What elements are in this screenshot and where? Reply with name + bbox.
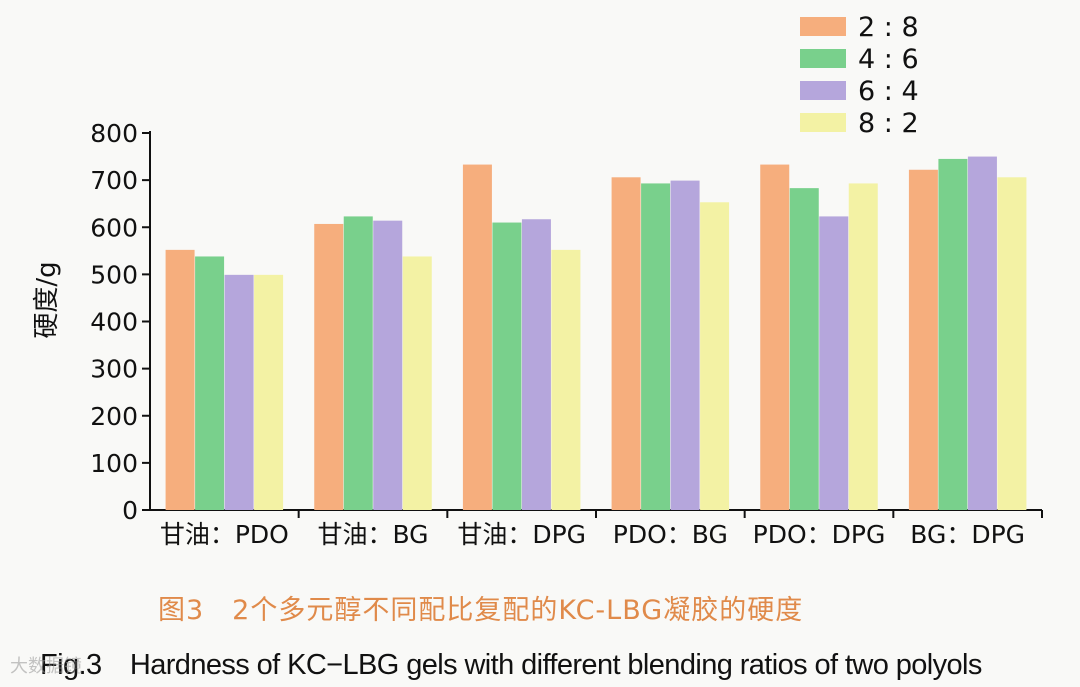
bar — [254, 274, 284, 510]
legend: 2 : 84 : 66 : 48 : 2 — [800, 12, 919, 139]
y-tick-label: 500 — [90, 260, 138, 289]
bar — [373, 220, 403, 510]
bar — [641, 183, 671, 510]
caption-chinese: 图3 2个多元醇不同配比复配的KC-LBG凝胶的硬度 — [158, 595, 804, 626]
bar — [224, 274, 254, 510]
y-tick-label: 700 — [90, 166, 138, 195]
y-tick-label: 800 — [90, 119, 138, 148]
bar — [760, 164, 790, 511]
bar — [789, 188, 819, 511]
y-tick-label: 0 — [122, 496, 138, 525]
bar — [611, 177, 641, 511]
x-tick-label: 甘油：PDO — [160, 520, 289, 549]
bar — [165, 249, 195, 510]
bar — [343, 216, 373, 510]
axes — [142, 131, 1043, 518]
bar — [967, 156, 997, 510]
legend-swatch — [800, 113, 846, 132]
bar — [551, 249, 581, 510]
bar — [195, 256, 225, 510]
bar — [848, 183, 878, 510]
legend-label: 2 : 8 — [858, 12, 919, 43]
bar — [462, 164, 492, 511]
x-tick-label: 甘油：DPG — [457, 520, 586, 549]
x-tick-label: 甘油：BG — [317, 520, 428, 549]
y-tick-label: 200 — [90, 402, 138, 431]
y-tick-label: 400 — [90, 308, 138, 337]
legend-label: 8 : 2 — [858, 108, 919, 139]
legend-label: 4 : 6 — [858, 44, 919, 75]
x-tick-label: PDO：DPG — [753, 520, 886, 549]
bars-group — [165, 156, 1027, 511]
bar — [402, 256, 432, 510]
y-axis-label: 硬度/g — [32, 261, 62, 338]
bar — [521, 219, 551, 510]
legend-swatch — [800, 81, 846, 100]
bar — [819, 216, 849, 510]
x-tick-label: BG：DPG — [910, 520, 1025, 549]
bar — [492, 222, 522, 510]
caption-english: Fig.3 Hardness of KC−LBG gels with diffe… — [40, 649, 982, 681]
bar — [997, 177, 1027, 511]
y-tick-label: 600 — [90, 213, 138, 242]
y-tick-label: 300 — [90, 355, 138, 384]
legend-swatch — [800, 49, 846, 68]
x-tick-label: PDO：BG — [613, 520, 728, 549]
legend-swatch — [800, 17, 846, 36]
bar — [908, 169, 938, 510]
bar — [938, 158, 968, 510]
y-tick-label: 100 — [90, 449, 138, 478]
watermark: 大数据镜 — [10, 656, 82, 677]
y-tick-labels: 0 100 200 300 400 500 600 700 800 — [90, 119, 138, 525]
bar — [670, 180, 700, 510]
x-tick-labels: 甘油：PDO 甘油：BG 甘油：DPG PDO：BG PDO：DPG BG：DPG — [160, 520, 1025, 549]
bar-chart: 甘油：PDO 甘油：BG 甘油：DPG PDO：BG PDO：DPG BG：DPG 0 10… — [32, 12, 1043, 549]
bar — [700, 202, 730, 510]
bar — [314, 223, 344, 511]
legend-label: 6 : 4 — [858, 76, 919, 107]
